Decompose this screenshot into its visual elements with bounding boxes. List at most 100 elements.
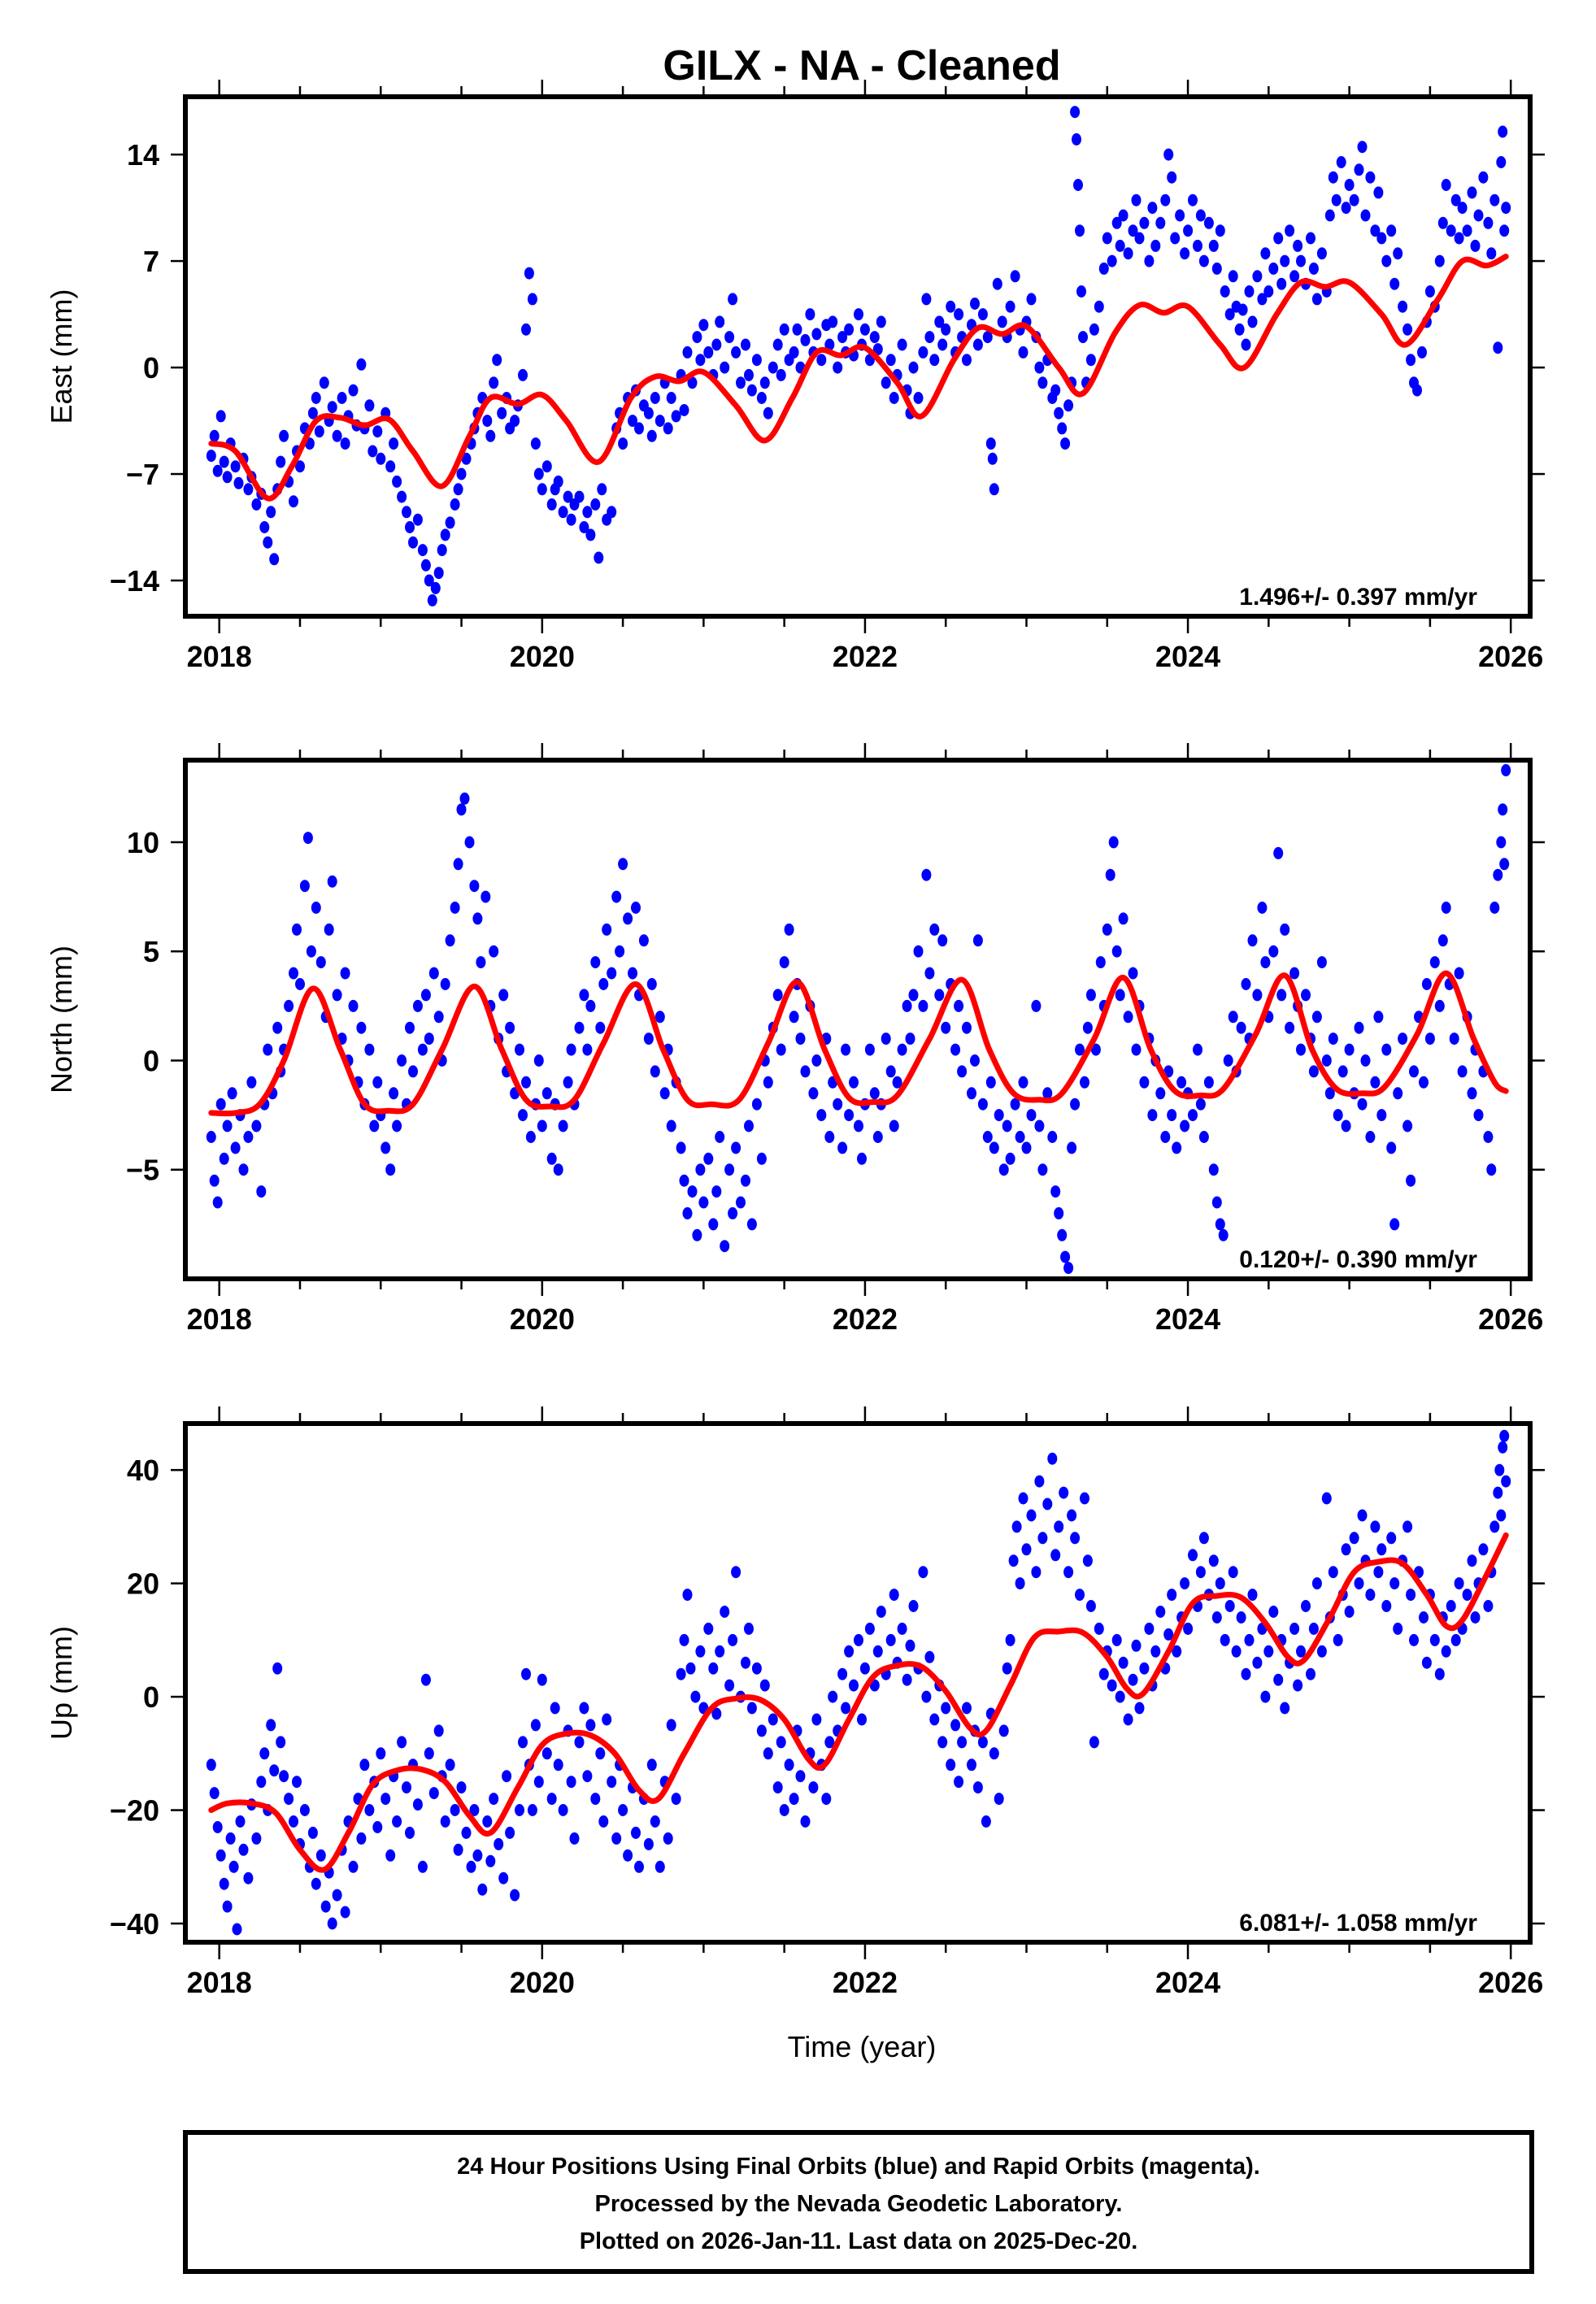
data-point bbox=[510, 415, 520, 428]
data-point bbox=[703, 1152, 714, 1165]
data-point bbox=[1365, 171, 1376, 184]
data-point bbox=[1321, 1054, 1332, 1067]
data-point bbox=[1063, 1566, 1074, 1579]
data-point bbox=[666, 1719, 676, 1732]
data-point bbox=[332, 1889, 342, 1902]
data-point bbox=[356, 358, 367, 371]
data-point bbox=[1357, 141, 1368, 154]
data-point bbox=[1215, 1577, 1225, 1590]
data-point bbox=[515, 1043, 524, 1056]
data-point bbox=[698, 1196, 709, 1209]
data-point bbox=[663, 422, 673, 435]
data-point bbox=[1047, 1452, 1058, 1465]
data-point bbox=[397, 1054, 407, 1067]
data-point bbox=[1450, 1633, 1461, 1646]
data-point bbox=[908, 1600, 919, 1612]
data-point bbox=[289, 1815, 298, 1828]
data-point bbox=[989, 483, 999, 496]
data-point bbox=[356, 1021, 367, 1034]
data-point bbox=[977, 1736, 988, 1749]
x-tick-label: 2018 bbox=[187, 1966, 252, 1999]
data-point bbox=[563, 490, 573, 503]
data-point bbox=[566, 513, 576, 526]
data-point bbox=[897, 1622, 907, 1635]
data-point bbox=[1381, 254, 1392, 267]
data-point bbox=[987, 452, 998, 465]
data-point bbox=[569, 1832, 580, 1845]
data-point bbox=[1280, 923, 1290, 936]
data-point bbox=[1220, 1633, 1230, 1646]
data-point bbox=[1123, 1713, 1133, 1726]
data-point bbox=[864, 1043, 875, 1056]
data-point bbox=[1457, 202, 1468, 215]
data-point bbox=[212, 1196, 223, 1209]
data-point bbox=[1376, 1543, 1387, 1556]
data-point bbox=[389, 1087, 399, 1100]
data-point bbox=[533, 1776, 544, 1789]
data-point bbox=[1183, 1622, 1194, 1635]
data-point bbox=[590, 498, 601, 511]
data-point bbox=[682, 346, 693, 359]
data-point bbox=[306, 945, 316, 958]
data-point bbox=[456, 1781, 467, 1794]
data-point bbox=[1054, 1206, 1064, 1219]
data-point bbox=[541, 1087, 552, 1100]
data-point bbox=[905, 1639, 915, 1652]
data-point bbox=[518, 368, 528, 381]
data-point bbox=[602, 1713, 612, 1726]
data-point bbox=[485, 1854, 496, 1867]
data-point bbox=[417, 544, 428, 557]
data-point bbox=[206, 1758, 216, 1771]
panel-frame bbox=[183, 1421, 1533, 1945]
data-point bbox=[1370, 224, 1381, 237]
data-point bbox=[489, 945, 499, 958]
data-point bbox=[1095, 956, 1106, 969]
data-point bbox=[1054, 1520, 1064, 1533]
data-point bbox=[521, 1667, 531, 1680]
data-point bbox=[844, 1109, 855, 1122]
data-point bbox=[811, 1713, 822, 1726]
data-point bbox=[736, 376, 746, 389]
data-point bbox=[854, 1633, 863, 1646]
data-point bbox=[1489, 1520, 1500, 1533]
data-point bbox=[1147, 202, 1158, 215]
data-point bbox=[397, 490, 407, 503]
data-point bbox=[311, 392, 321, 404]
data-point bbox=[337, 392, 347, 404]
data-point bbox=[1042, 1498, 1053, 1511]
x-tick-label: 2022 bbox=[833, 640, 898, 673]
data-point bbox=[869, 331, 880, 344]
data-point bbox=[389, 437, 399, 450]
data-point bbox=[731, 1141, 741, 1154]
data-point bbox=[703, 346, 714, 359]
data-point bbox=[671, 1793, 681, 1806]
up-panel: 2018 2020 2022 2024 2026 40 20 0 −20 −40 Up (mm) 6.… bbox=[45, 1406, 1545, 1999]
data-point bbox=[228, 1860, 239, 1873]
data-point bbox=[676, 1667, 686, 1680]
data-point bbox=[1098, 262, 1109, 275]
data-point bbox=[582, 1043, 593, 1056]
data-point bbox=[1434, 1667, 1445, 1680]
data-point bbox=[450, 902, 460, 914]
data-point bbox=[844, 323, 855, 336]
data-point bbox=[1236, 1021, 1246, 1034]
data-point bbox=[459, 792, 470, 805]
data-point bbox=[1489, 193, 1500, 206]
data-point bbox=[314, 425, 324, 438]
data-point bbox=[618, 858, 628, 871]
data-point bbox=[1316, 1645, 1327, 1658]
data-point bbox=[299, 1804, 310, 1816]
x-tick-label: 2024 bbox=[1155, 1302, 1220, 1336]
data-point bbox=[453, 1843, 463, 1856]
data-point bbox=[854, 308, 863, 321]
data-point bbox=[1331, 193, 1342, 206]
data-point bbox=[1373, 1566, 1384, 1579]
data-point bbox=[289, 967, 298, 980]
data-point bbox=[392, 475, 402, 488]
data-point bbox=[800, 1815, 811, 1828]
x-tick-label: 2026 bbox=[1478, 640, 1543, 673]
data-point bbox=[1341, 1543, 1351, 1556]
data-point bbox=[527, 293, 537, 306]
data-point bbox=[631, 902, 641, 914]
data-point bbox=[212, 1821, 223, 1833]
